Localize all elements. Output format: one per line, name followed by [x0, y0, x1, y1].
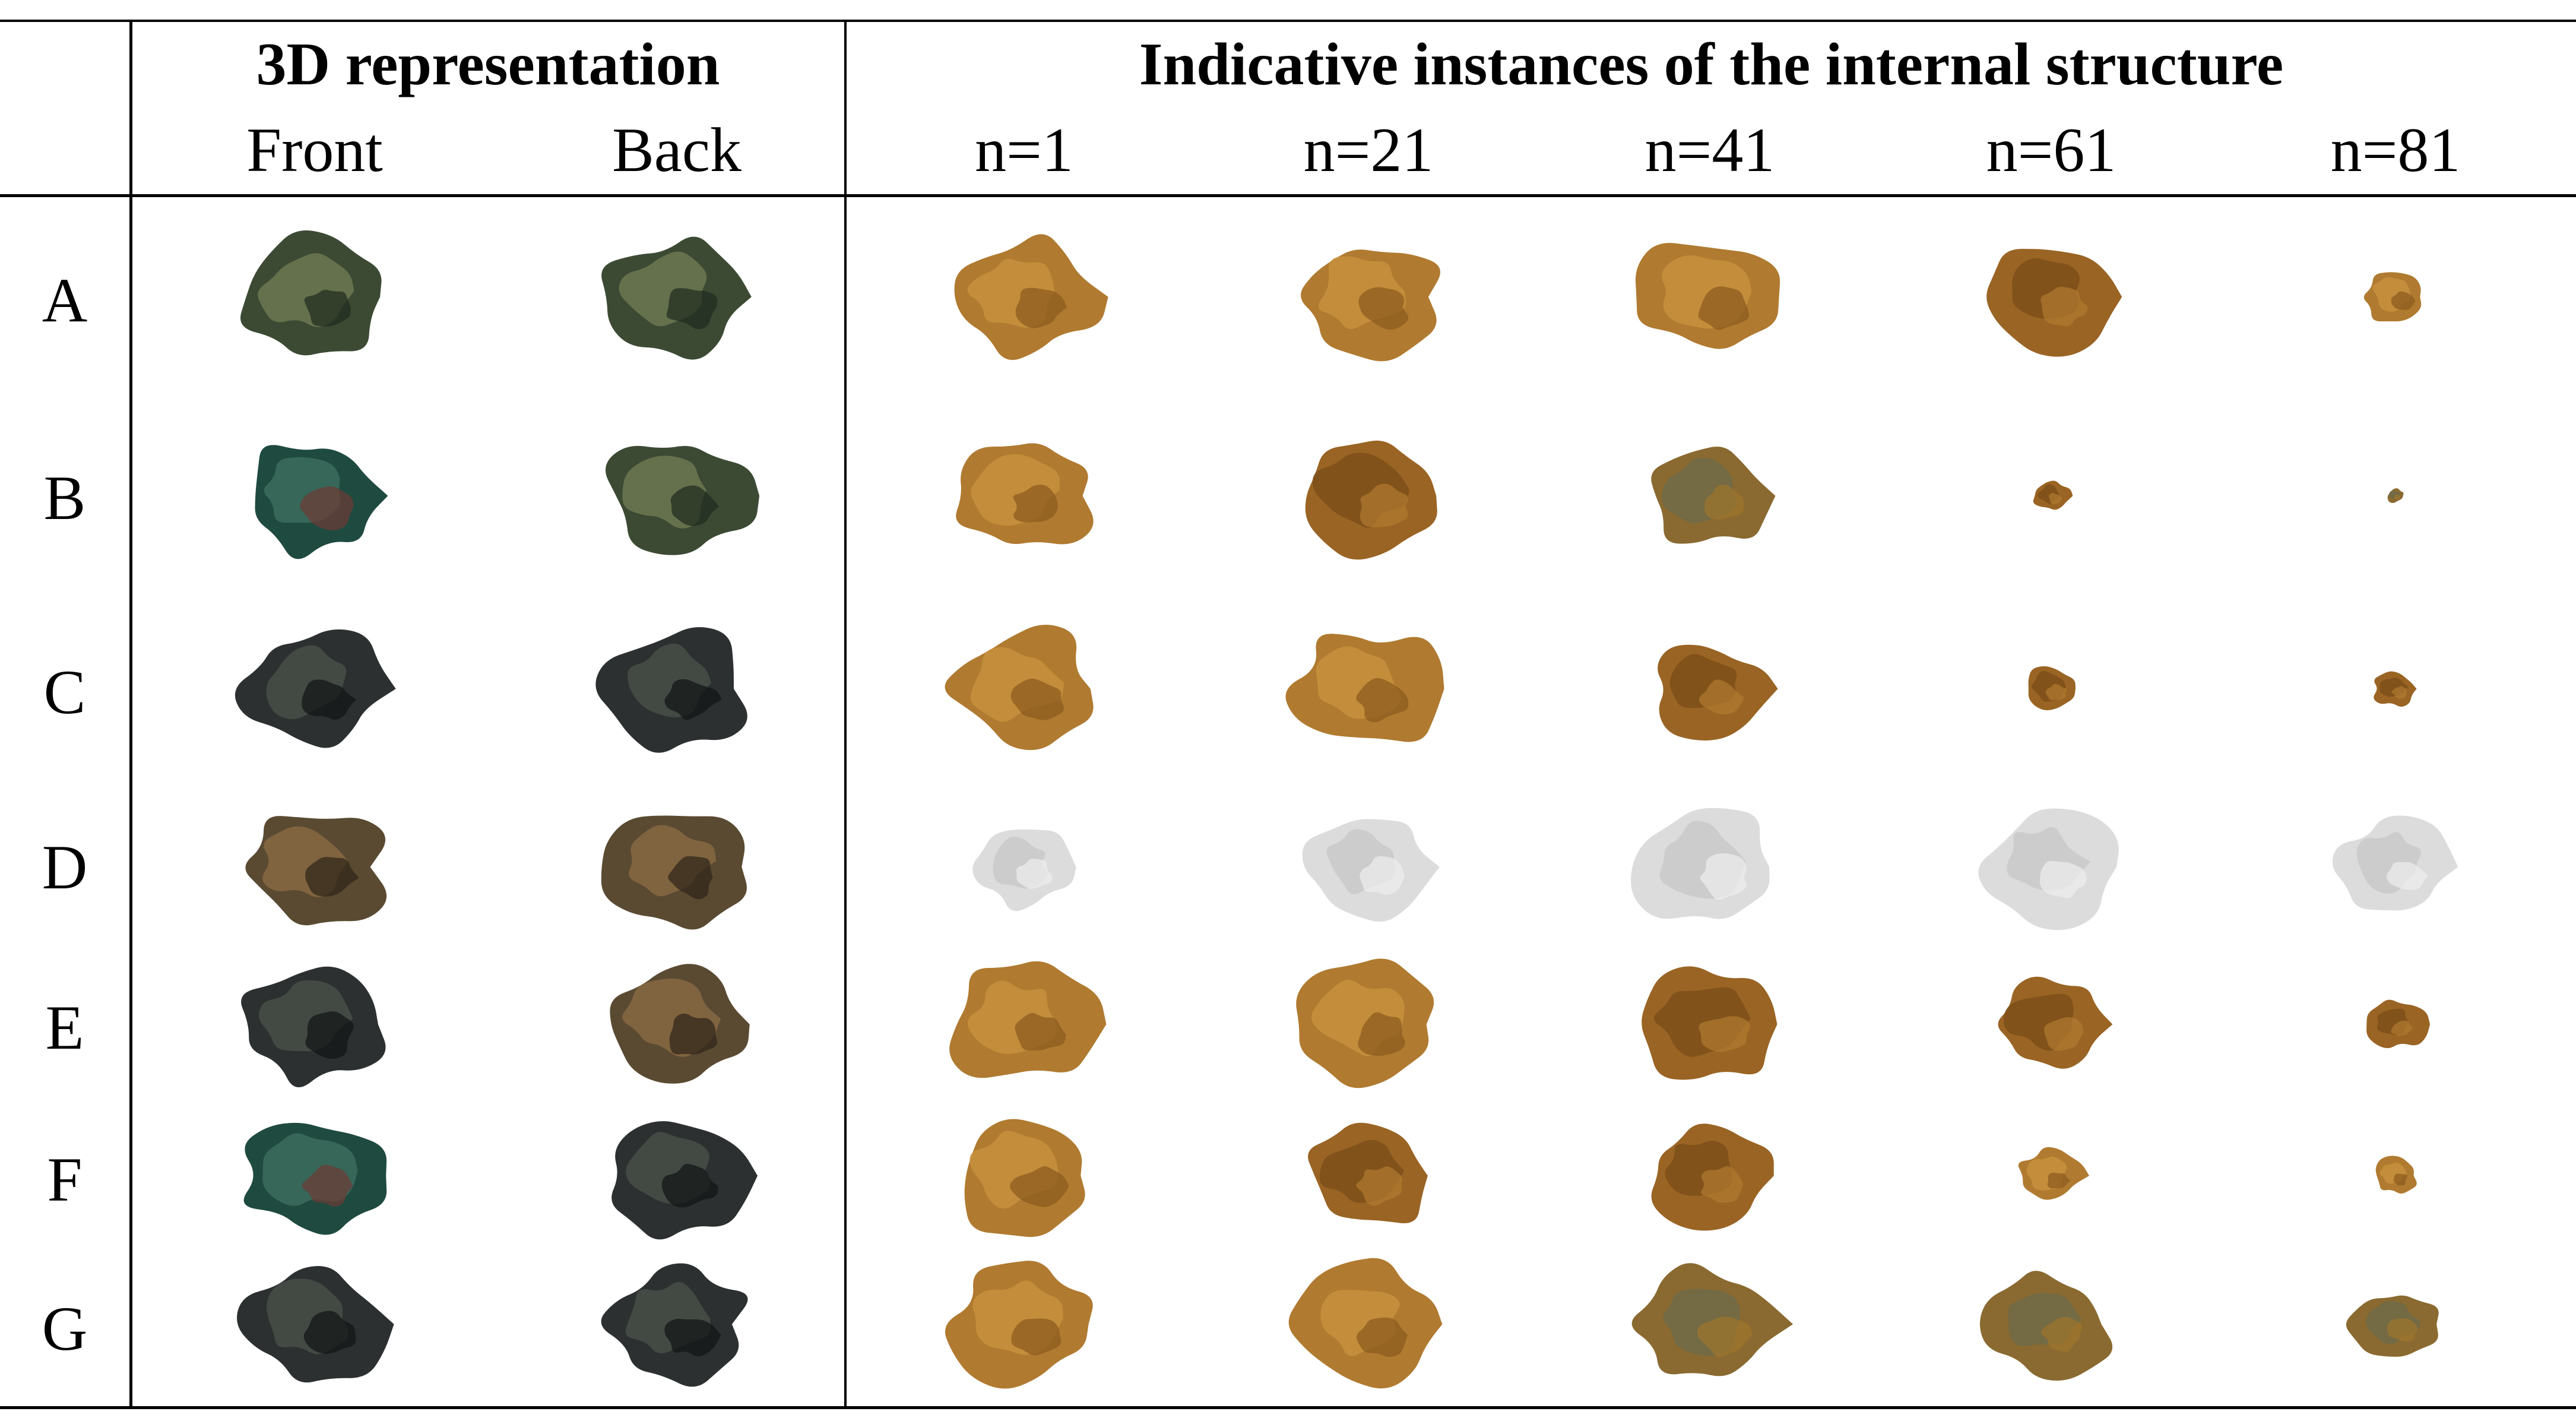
- slice-image-d-n61: [1897, 787, 2206, 947]
- slice-image-a-n1: [870, 217, 1178, 377]
- slice-image-f-n61: [1897, 1096, 2206, 1256]
- fragment-image-b-front: [160, 416, 469, 576]
- column-header-n21: n=21: [1303, 115, 1434, 185]
- group-divider: [844, 20, 847, 1409]
- row-label-g: G: [42, 1294, 88, 1363]
- bottom-rule: [0, 1406, 2576, 1409]
- slice-image-e-n61: [1897, 944, 2206, 1104]
- fragment-image-e-back: [522, 944, 831, 1104]
- slice-image-c-n81: [2241, 609, 2550, 769]
- slice-image-d-n41: [1555, 787, 1864, 947]
- header-rule-left: [0, 194, 849, 197]
- slice-image-d-n1: [870, 787, 1178, 947]
- slice-image-e-n21: [1214, 944, 1523, 1104]
- fragment-image-g-front: [160, 1244, 469, 1404]
- column-header-n41: n=41: [1645, 115, 1775, 185]
- slice-image-c-n41: [1555, 609, 1864, 769]
- label-column-divider: [129, 20, 132, 1409]
- slice-image-c-n1: [870, 609, 1178, 769]
- slice-image-c-n21: [1214, 609, 1523, 769]
- slice-image-a-n61: [1897, 217, 2206, 377]
- fragment-image-a-back: [522, 217, 831, 377]
- fragment-image-f-back: [522, 1096, 831, 1256]
- slice-image-f-n81: [2241, 1096, 2550, 1256]
- slice-image-a-n81: [2241, 217, 2550, 377]
- slice-image-c-n61: [1897, 609, 2206, 769]
- slice-image-g-n41: [1555, 1244, 1864, 1404]
- slice-image-b-n61: [1897, 416, 2206, 576]
- header-rule-right: [846, 194, 2576, 197]
- slice-image-b-n21: [1214, 416, 1523, 576]
- slice-image-g-n21: [1214, 1244, 1523, 1404]
- fragment-image-a-front: [160, 217, 469, 377]
- row-label-a: A: [42, 265, 88, 335]
- fragment-image-d-front: [160, 787, 469, 947]
- slice-image-g-n81: [2241, 1244, 2550, 1404]
- slice-image-a-n21: [1214, 217, 1523, 377]
- row-label-d: D: [42, 833, 88, 902]
- column-header-back: Back: [612, 115, 742, 185]
- slice-image-f-n21: [1214, 1096, 1523, 1256]
- slice-image-d-n21: [1214, 787, 1523, 947]
- fragment-image-g-back: [522, 1244, 831, 1404]
- group-header-representation: 3D representation: [256, 31, 720, 98]
- fragment-image-f-front: [160, 1096, 469, 1256]
- slice-image-d-n81: [2241, 787, 2550, 947]
- slice-image-g-n61: [1897, 1244, 2206, 1404]
- slice-image-e-n1: [870, 944, 1178, 1104]
- row-label-b: B: [43, 463, 86, 533]
- row-label-f: F: [47, 1145, 83, 1214]
- slice-image-e-n81: [2241, 944, 2550, 1104]
- slice-image-f-n1: [870, 1096, 1178, 1256]
- fragment-image-d-back: [522, 787, 831, 947]
- slice-image-f-n41: [1555, 1096, 1864, 1256]
- fragment-image-c-front: [160, 609, 469, 769]
- column-header-n81: n=81: [2330, 115, 2461, 185]
- fragment-image-e-front: [160, 944, 469, 1104]
- fragment-image-b-back: [522, 416, 831, 576]
- fragment-image-c-back: [522, 609, 831, 769]
- slice-image-b-n41: [1555, 416, 1864, 576]
- row-label-c: C: [43, 657, 86, 727]
- slice-image-g-n1: [870, 1244, 1178, 1404]
- row-label-e: E: [45, 993, 84, 1062]
- group-header-instances: Indicative instances of the internal str…: [1139, 31, 2284, 98]
- slice-image-a-n41: [1555, 217, 1864, 377]
- slice-image-e-n41: [1555, 944, 1864, 1104]
- slice-image-b-n1: [870, 416, 1178, 576]
- column-header-n61: n=61: [1986, 115, 2116, 185]
- column-header-n1: n=1: [975, 115, 1073, 185]
- slice-image-b-n81: [2241, 416, 2550, 576]
- top-rule: [0, 20, 2576, 22]
- column-header-front: Front: [246, 115, 383, 185]
